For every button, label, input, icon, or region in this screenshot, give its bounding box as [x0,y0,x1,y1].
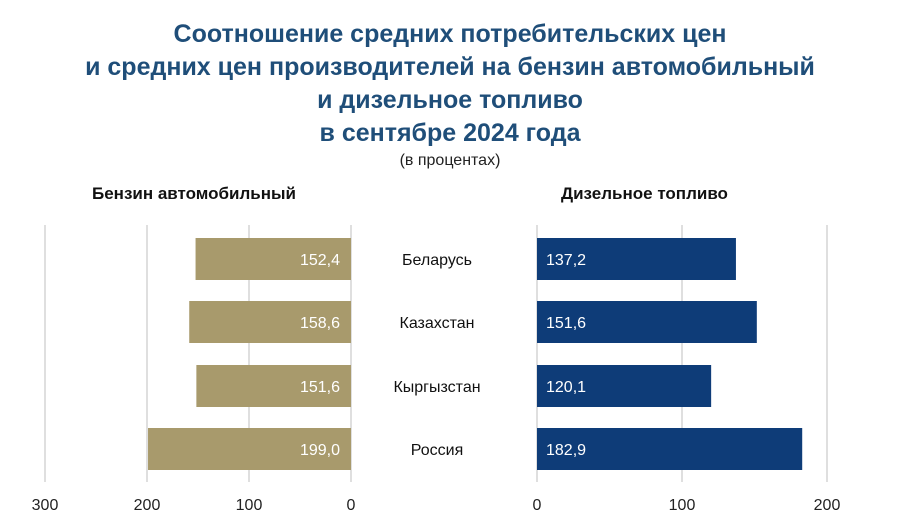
right-tick-label: 200 [814,497,841,514]
left-bar-value-label: 152,4 [300,252,340,269]
title-line-1: Соотношение средних потребительских цен [173,20,727,48]
left-panel-title: Бензин автомобильный [92,184,296,203]
title-line-4: в сентябре 2024 года [319,119,581,147]
left-bar-value-label: 199,0 [300,442,340,459]
right-bar-кыргызстан [537,365,712,407]
country-label: Кыргызстан [393,379,480,396]
left-bar-беларусь [195,238,351,280]
left-tick-label: 200 [134,497,161,514]
right-tick-label: 100 [669,497,696,514]
right-bar-казахстан [537,301,757,343]
right-bar-value-label: 137,2 [546,252,586,269]
chart-title: Соотношение средних потребительских цен … [0,18,900,150]
right-bar-value-label: 120,1 [546,379,586,396]
title-line-3: и дизельное топливо [317,86,583,114]
left-bar-value-label: 158,6 [300,315,340,332]
title-line-2: и средних цен производителей на бензин а… [85,53,815,81]
right-bar-value-label: 151,6 [546,315,586,332]
left-bar-россия [148,428,351,470]
left-bar-кыргызстан [196,365,351,407]
right-bar-беларусь [537,238,736,280]
left-bar-value-label: 151,6 [300,379,340,396]
left-tick-label: 0 [347,497,356,514]
left-tick-label: 100 [236,497,263,514]
country-label: Россия [411,442,463,459]
country-label: Беларусь [402,252,472,269]
right-bar-value-label: 182,9 [546,442,586,459]
right-bar-россия [537,428,803,470]
chart-subtitle: (в процентах) [399,152,501,169]
right-panel-title: Дизельное топливо [561,184,728,203]
left-bar-казахстан [189,301,351,343]
right-tick-label: 0 [533,497,542,514]
left-tick-label: 300 [32,497,59,514]
country-label: Казахстан [400,315,475,332]
